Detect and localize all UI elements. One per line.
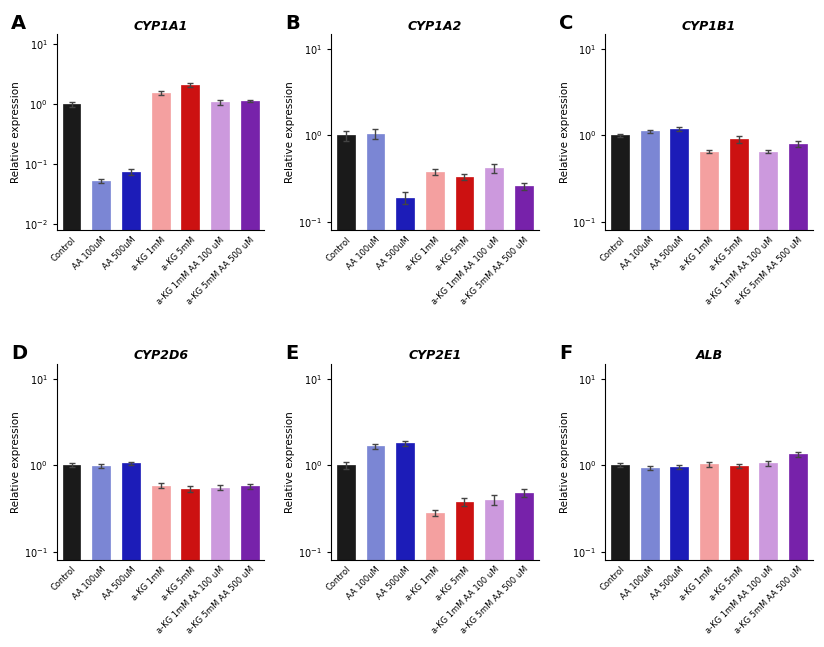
Text: C: C [559, 14, 574, 33]
Text: A: A [11, 14, 26, 33]
Bar [211, 102, 229, 647]
Bar [730, 466, 747, 647]
Bar [367, 446, 384, 647]
Bar [730, 139, 747, 647]
Bar [63, 104, 81, 647]
Bar [181, 489, 199, 647]
Bar [789, 144, 807, 647]
Bar [241, 487, 259, 647]
Bar [700, 151, 718, 647]
Title: ALB: ALB [695, 349, 723, 362]
Bar [485, 499, 503, 647]
Bar [152, 93, 170, 647]
Bar [337, 135, 354, 647]
Text: E: E [285, 344, 298, 363]
Bar [367, 134, 384, 647]
Bar [92, 181, 110, 647]
Bar [611, 135, 629, 647]
Title: CYP1B1: CYP1B1 [682, 19, 736, 32]
Bar [152, 486, 170, 647]
Title: CYP2E1: CYP2E1 [408, 349, 461, 362]
Y-axis label: Relative expression: Relative expression [285, 81, 295, 183]
Bar [456, 177, 474, 647]
Bar [456, 501, 474, 647]
Y-axis label: Relative expression: Relative expression [11, 411, 21, 512]
Title: CYP2D6: CYP2D6 [133, 349, 188, 362]
Bar [241, 101, 259, 647]
Bar [641, 131, 658, 647]
Bar [671, 129, 688, 647]
Bar [181, 85, 199, 647]
Bar [337, 465, 354, 647]
Bar [396, 443, 414, 647]
Bar [122, 172, 140, 647]
Text: F: F [559, 344, 573, 363]
Title: CYP1A1: CYP1A1 [133, 19, 188, 32]
Bar [671, 467, 688, 647]
Bar [515, 186, 533, 647]
Bar [396, 198, 414, 647]
Bar [611, 465, 629, 647]
Y-axis label: Relative expression: Relative expression [559, 411, 569, 512]
Y-axis label: Relative expression: Relative expression [285, 411, 295, 512]
Bar [515, 493, 533, 647]
Bar [485, 168, 503, 647]
Bar [92, 466, 110, 647]
Bar [700, 465, 718, 647]
Bar [122, 463, 140, 647]
Bar [760, 463, 777, 647]
Bar [789, 454, 807, 647]
Text: B: B [285, 14, 300, 33]
Title: CYP1A2: CYP1A2 [408, 19, 462, 32]
Bar [211, 488, 229, 647]
Bar [426, 513, 444, 647]
Bar [760, 151, 777, 647]
Bar [426, 172, 444, 647]
Text: D: D [11, 344, 27, 363]
Y-axis label: Relative expression: Relative expression [559, 81, 569, 183]
Bar [641, 468, 658, 647]
Y-axis label: Relative expression: Relative expression [11, 81, 21, 183]
Bar [63, 465, 81, 647]
